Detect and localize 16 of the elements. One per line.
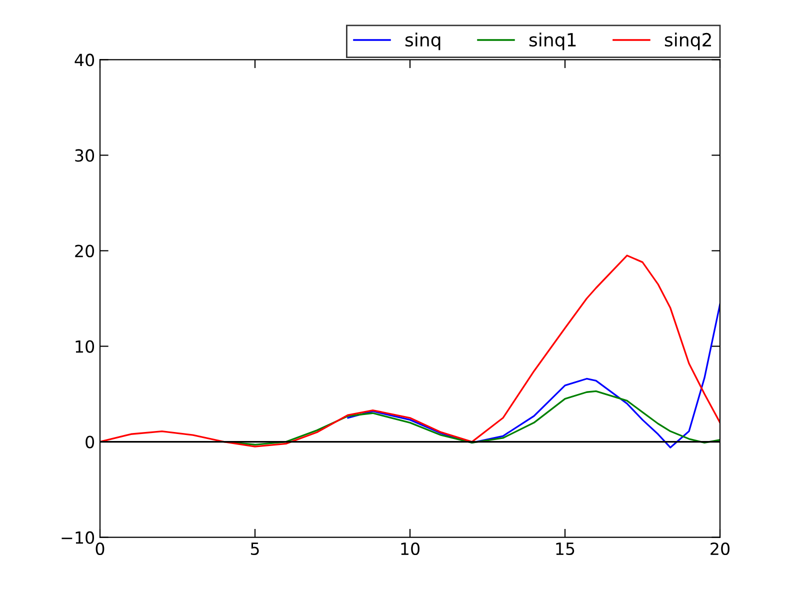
y-tick-label: 30 <box>75 149 94 162</box>
x-tick-label: 20 <box>710 542 730 556</box>
x-tick-label: 10 <box>401 542 420 556</box>
legend-label: sinq1 <box>529 32 576 50</box>
y-tick-label: 0 <box>86 436 94 448</box>
y-tick-label: 40 <box>74 54 94 66</box>
y-tick-label: 10 <box>76 340 94 353</box>
line-series <box>100 254 720 448</box>
x-tick-label: 0 <box>96 542 104 556</box>
legend-label: sinq <box>405 32 440 50</box>
y-tick-label: −10 <box>62 531 94 544</box>
x-tick-label: 15 <box>556 542 574 556</box>
y-tick-label: 20 <box>75 244 94 258</box>
line-series <box>347 303 720 448</box>
x-tick-label: 5 <box>250 542 259 556</box>
legend-label: sinq2 <box>664 32 711 50</box>
